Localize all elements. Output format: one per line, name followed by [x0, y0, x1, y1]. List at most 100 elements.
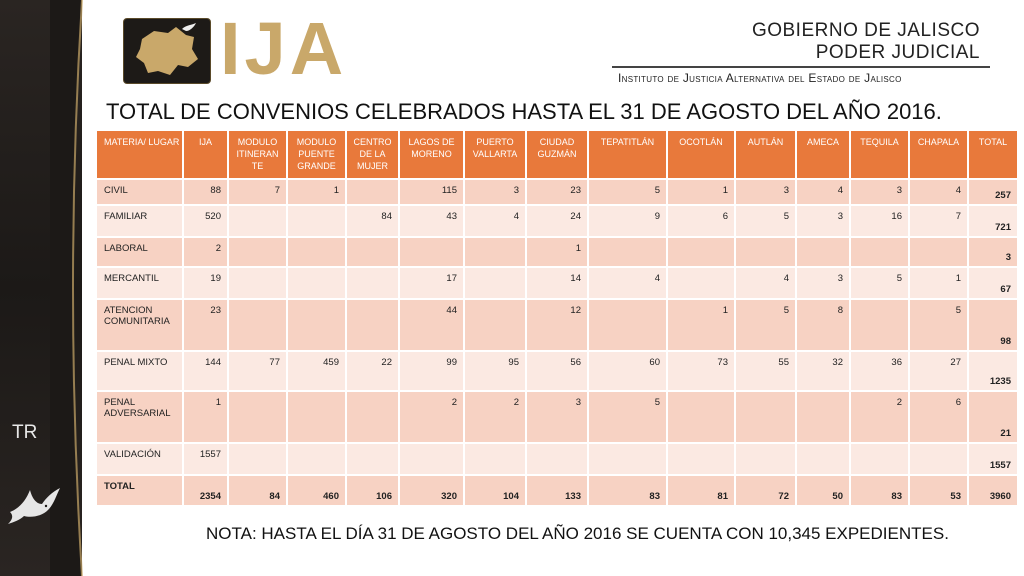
table-cell: 3 — [464, 178, 527, 205]
table-cell: 7 — [228, 178, 288, 205]
row-label: ATENCION COMUNITARIA — [97, 298, 184, 351]
column-header: TOTAL — [968, 131, 1019, 179]
table-cell — [667, 266, 736, 299]
table-cell — [287, 298, 347, 351]
table-row: PENAL ADVERSARIAL 1 2 2 3 5 2 6 21 — [97, 390, 1019, 443]
table-header-row: MATERIA/ LUGAR IJA MODULO ITINERAN TE MODUL… — [97, 131, 1019, 179]
table-cell — [850, 442, 910, 475]
table-cell: 88 — [183, 178, 229, 205]
table-cell — [735, 236, 797, 267]
column-header: MODULO ITINERAN TE — [228, 131, 288, 179]
table-cell — [796, 390, 851, 443]
column-header: CHAPALA — [909, 131, 969, 179]
table-cell: 3 — [850, 178, 910, 205]
table-cell — [464, 442, 527, 475]
header-divider — [612, 66, 990, 68]
logo-emblem — [123, 18, 211, 84]
table-cell: 5 — [735, 298, 797, 351]
table-cell: 16 — [850, 204, 910, 237]
table-cell — [588, 442, 668, 475]
table-cell: 5 — [909, 298, 969, 351]
table-cell — [346, 390, 400, 443]
table-cell: 2 — [850, 390, 910, 443]
table-cell — [399, 236, 465, 267]
table-cell: 73 — [667, 350, 736, 391]
total-cell: 83 — [850, 474, 910, 505]
table-cell: 459 — [287, 350, 347, 391]
total-cell: 104 — [464, 474, 527, 505]
table-row: CIVIL 88 7 1 115 3 23 5 1 3 4 3 4 257 — [97, 178, 1019, 205]
total-cell: 2354 — [183, 474, 229, 505]
total-cell: 320 — [399, 474, 465, 505]
row-label: PENAL ADVERSARIAL — [97, 390, 184, 443]
table-cell: 99 — [399, 350, 465, 391]
table-cell — [287, 204, 347, 237]
table-cell: 32 — [796, 350, 851, 391]
table-row: VALIDACIÓN 1557 1557 — [97, 442, 1019, 475]
row-label: CIVIL — [97, 178, 184, 205]
row-total-cell: 257 — [968, 178, 1019, 205]
table-cell: 4 — [735, 266, 797, 299]
table-cell: 7 — [909, 204, 969, 237]
totals-row: TOTAL 2354 84 460 106 320 104 133 83 81 72 50 83 53 39… — [97, 474, 1019, 505]
table-cell: 56 — [526, 350, 589, 391]
row-total-cell: 21 — [968, 390, 1019, 443]
table-cell — [228, 390, 288, 443]
table-cell — [346, 236, 400, 267]
column-header: OCOTLÁN — [667, 131, 736, 179]
table-row: FAMILIAR 520 84 43 4 24 9 6 5 3 16 7 721 — [97, 204, 1019, 237]
table-cell — [287, 390, 347, 443]
table-cell — [346, 266, 400, 299]
page-title: TOTAL DE CONVENIOS CELEBRADOS HASTA EL 3… — [106, 99, 942, 124]
table-row: ATENCION COMUNITARIA 23 44 12 1 5 8 5 98 — [97, 298, 1019, 351]
table-cell: 3 — [796, 266, 851, 299]
table-cell: 5 — [588, 178, 668, 205]
footnote: NOTA: HASTA EL DÍA 31 DE AGOSTO DEL AÑO … — [206, 524, 949, 543]
table-cell — [909, 236, 969, 267]
table-cell — [667, 442, 736, 475]
column-header: CENTRO DE LA MUJER — [346, 131, 400, 179]
table-cell: 3 — [735, 178, 797, 205]
table-cell: 60 — [588, 350, 668, 391]
table-cell: 84 — [346, 204, 400, 237]
table-cell: 4 — [796, 178, 851, 205]
dove-icon — [8, 488, 60, 524]
table-cell: 95 — [464, 350, 527, 391]
table-cell: 2 — [399, 390, 465, 443]
table-cell — [588, 236, 668, 267]
side-label: TR — [12, 422, 38, 443]
total-cell: 460 — [287, 474, 347, 505]
side-curve-decoration — [50, 0, 83, 576]
table-cell: 44 — [399, 298, 465, 351]
table-cell: 3 — [526, 390, 589, 443]
row-total-cell: 67 — [968, 266, 1019, 299]
total-cell: 50 — [796, 474, 851, 505]
table-cell — [464, 236, 527, 267]
total-cell: 53 — [909, 474, 969, 505]
table-cell — [850, 298, 910, 351]
row-total-cell: 1557 — [968, 442, 1019, 475]
table-cell: 5 — [588, 390, 668, 443]
table-cell — [850, 236, 910, 267]
table-cell: 2 — [464, 390, 527, 443]
table-cell: 1 — [667, 298, 736, 351]
table-cell: 1 — [667, 178, 736, 205]
column-header: PUERTO VALLARTA — [464, 131, 527, 179]
row-total-cell: 721 — [968, 204, 1019, 237]
table-cell: 23 — [526, 178, 589, 205]
logo-wordmark: IJA — [220, 7, 348, 90]
table-cell: 1557 — [183, 442, 229, 475]
total-cell: 83 — [588, 474, 668, 505]
table-cell: 1 — [183, 390, 229, 443]
table-cell: 4 — [464, 204, 527, 237]
table-cell — [228, 442, 288, 475]
column-header: CIUDAD GUZMÁN — [526, 131, 589, 179]
total-cell: 81 — [667, 474, 736, 505]
table-cell: 4 — [909, 178, 969, 205]
total-cell: 84 — [228, 474, 288, 505]
table-cell — [228, 236, 288, 267]
table-cell — [526, 442, 589, 475]
table-cell: 3 — [796, 204, 851, 237]
jalisco-map-icon — [136, 23, 198, 75]
table-cell — [735, 390, 797, 443]
